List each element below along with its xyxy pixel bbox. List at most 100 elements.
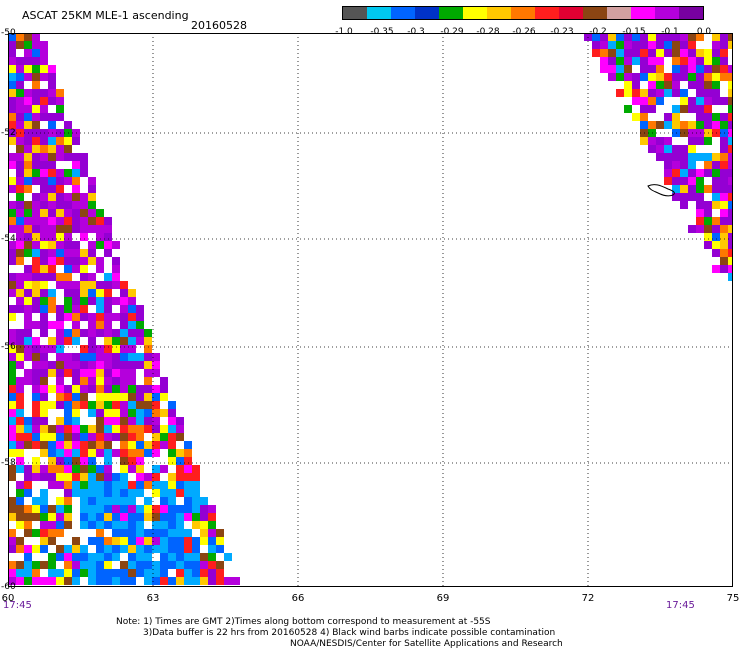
swath-cell bbox=[88, 473, 96, 481]
swath-cell bbox=[16, 441, 24, 449]
swath-cell bbox=[208, 513, 216, 521]
swath-cell bbox=[680, 177, 688, 185]
swath-cell bbox=[48, 425, 56, 433]
swath-cell bbox=[40, 401, 48, 409]
swath-cell bbox=[80, 169, 88, 177]
swath-cell bbox=[680, 41, 688, 49]
swath-cell bbox=[64, 481, 72, 489]
swath-cell bbox=[648, 49, 656, 57]
swath-cell bbox=[720, 201, 728, 209]
swath-cell bbox=[112, 425, 120, 433]
swath-cell bbox=[680, 97, 688, 105]
swath-cell bbox=[168, 577, 176, 585]
swath-cell bbox=[96, 313, 104, 321]
swath-cell bbox=[160, 465, 168, 473]
swath-cell bbox=[160, 393, 168, 401]
swath-cell bbox=[8, 137, 16, 145]
swath-cell bbox=[64, 545, 72, 553]
swath-cell bbox=[88, 337, 96, 345]
swath-cell bbox=[704, 113, 712, 121]
swath-cell bbox=[48, 497, 56, 505]
swath-cell bbox=[664, 113, 672, 121]
swath-cell bbox=[64, 113, 72, 121]
color-scale-swatch bbox=[343, 7, 367, 19]
swath-cell bbox=[88, 185, 96, 193]
swath-cell bbox=[656, 81, 664, 89]
swath-cell bbox=[8, 497, 16, 505]
swath-cell bbox=[40, 73, 48, 81]
swath-cell bbox=[640, 137, 648, 145]
swath-cell bbox=[176, 417, 184, 425]
longitude-tick-label: 66 bbox=[291, 593, 305, 604]
swath-cell bbox=[136, 321, 144, 329]
swath-cell bbox=[8, 537, 16, 545]
swath-cell bbox=[96, 361, 104, 369]
swath-cell bbox=[120, 385, 128, 393]
swath-cell bbox=[216, 537, 224, 545]
swath-cell bbox=[712, 249, 720, 257]
swath-cell bbox=[32, 521, 40, 529]
latitude-tick-label: -60 bbox=[1, 582, 16, 592]
swath-cell bbox=[8, 305, 16, 313]
swath-cell bbox=[56, 249, 64, 257]
swath-cell bbox=[128, 321, 136, 329]
swath-cell bbox=[64, 513, 72, 521]
swath-cell bbox=[144, 497, 152, 505]
swath-cell bbox=[32, 401, 40, 409]
swath-cell bbox=[8, 545, 16, 553]
swath-cell bbox=[168, 417, 176, 425]
swath-cell bbox=[24, 529, 32, 537]
swath-cell bbox=[112, 345, 120, 353]
swath-cell bbox=[96, 473, 104, 481]
swath-cell bbox=[40, 441, 48, 449]
swath-cell bbox=[192, 577, 200, 585]
swath-cell bbox=[32, 89, 40, 97]
swath-cell bbox=[592, 33, 600, 41]
swath-cell bbox=[56, 225, 64, 233]
swath-cell bbox=[8, 185, 16, 193]
swath-cell bbox=[120, 449, 128, 457]
swath-cell bbox=[128, 337, 136, 345]
color-scale-tick-label: -0.15 bbox=[622, 27, 646, 37]
swath-cell bbox=[40, 393, 48, 401]
swath-cell bbox=[104, 385, 112, 393]
swath-cell bbox=[64, 241, 72, 249]
swath-cell bbox=[80, 313, 88, 321]
swath-cell bbox=[24, 305, 32, 313]
swath-cell bbox=[64, 177, 72, 185]
swath-cell bbox=[8, 401, 16, 409]
swath-cell bbox=[40, 257, 48, 265]
swath-cell bbox=[72, 185, 80, 193]
swath-cell bbox=[96, 289, 104, 297]
swath-cell bbox=[616, 57, 624, 65]
swath-cell bbox=[104, 393, 112, 401]
swath-cell bbox=[160, 377, 168, 385]
swath-cell bbox=[88, 361, 96, 369]
swath-cell bbox=[712, 33, 720, 41]
swath-cell bbox=[696, 137, 704, 145]
swath-cell bbox=[56, 521, 64, 529]
swath-cell bbox=[80, 481, 88, 489]
swath-cell bbox=[144, 385, 152, 393]
swath-cell bbox=[80, 417, 88, 425]
swath-cell bbox=[16, 385, 24, 393]
swath-cell bbox=[16, 185, 24, 193]
swath-cell bbox=[712, 217, 720, 225]
swath-cell bbox=[64, 329, 72, 337]
swath-cell bbox=[48, 305, 56, 313]
swath-cell bbox=[72, 401, 80, 409]
swath-cell bbox=[24, 177, 32, 185]
swath-cell bbox=[40, 145, 48, 153]
swath-cell bbox=[8, 161, 16, 169]
swath-cell bbox=[160, 489, 168, 497]
swath-cell bbox=[8, 329, 16, 337]
swath-cell bbox=[704, 241, 712, 249]
swath-cell bbox=[712, 57, 720, 65]
swath-cell bbox=[672, 161, 680, 169]
swath-cell bbox=[160, 449, 168, 457]
swath-cell bbox=[56, 233, 64, 241]
swath-cell bbox=[24, 201, 32, 209]
swath-cell bbox=[688, 89, 696, 97]
swath-cell bbox=[688, 49, 696, 57]
latitude-tick-label: -52 bbox=[1, 128, 16, 138]
